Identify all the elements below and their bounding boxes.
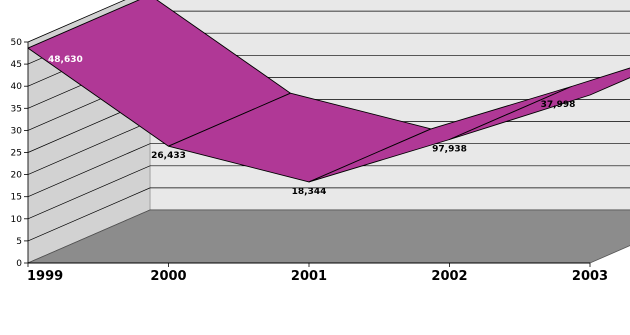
y-tick-label: 10 — [11, 215, 23, 225]
data-label: 18,344 — [292, 187, 327, 197]
series-ribbon — [27, 0, 630, 183]
y-tick-label: 25 — [11, 149, 22, 159]
x-tick-label: 2000 — [150, 269, 186, 284]
gridline-50 — [27, 0, 126, 43]
data-labels: 48,630 26,433 18,344 97,938 37,998 — [48, 55, 575, 197]
y-tick-label: 50 — [11, 38, 23, 48]
x-tick-label: 2003 — [572, 269, 608, 284]
y-tick-label: 5 — [16, 237, 22, 247]
y-tick-label: 45 — [11, 60, 22, 70]
x-tick-label: 2002 — [431, 269, 467, 284]
x-tick-label: 2001 — [291, 269, 327, 284]
ribbon-segment — [449, 67, 630, 140]
y-axis: 0 5 10 15 20 25 30 35 40 45 50 — [11, 38, 29, 269]
data-label: 48,630 — [48, 55, 83, 65]
y-tick-label: 35 — [11, 104, 22, 114]
y-tick-label: 20 — [11, 171, 23, 181]
data-label: 26,433 — [151, 151, 186, 161]
data-label: 37,998 — [541, 100, 576, 110]
x-tick-label: 1999 — [27, 269, 63, 284]
y-tick-label: 40 — [11, 82, 23, 92]
y-tick-label: 15 — [11, 193, 22, 203]
gridline-5 — [27, 187, 630, 242]
x-axis: 1999 2000 2001 2002 2003 — [27, 262, 608, 284]
data-label: 97,938 — [432, 145, 467, 155]
y-tick-label: 30 — [11, 126, 23, 136]
gridline-15 — [27, 143, 630, 198]
y-tick-label: 0 — [16, 259, 22, 269]
gridline-10 — [27, 165, 630, 220]
